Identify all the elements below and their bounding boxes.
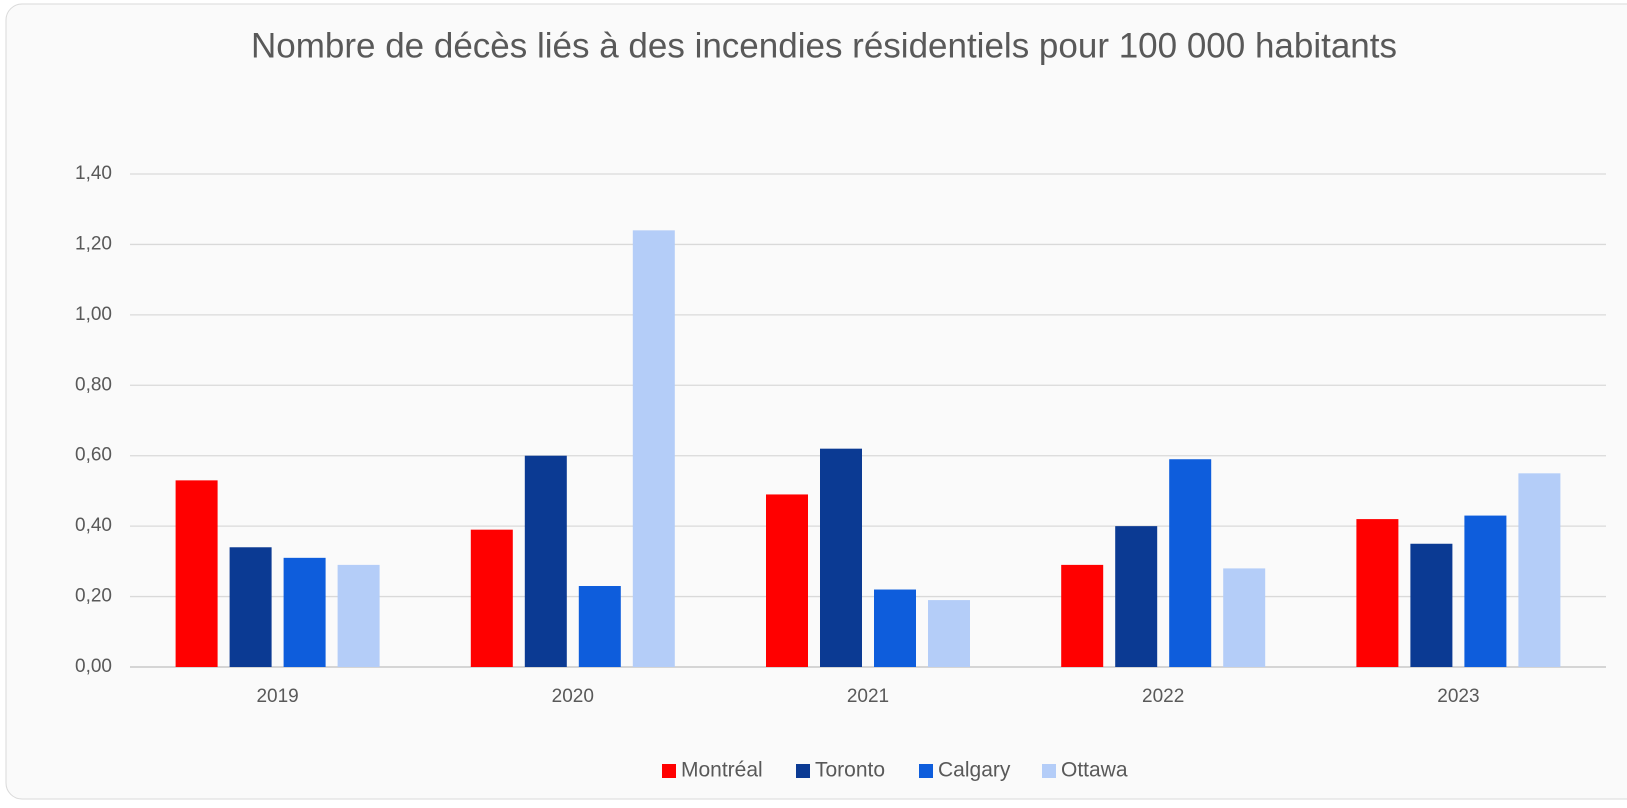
- y-tick-label: 0,00: [75, 656, 112, 677]
- bar: [1061, 564, 1104, 667]
- y-tick-label: 1,40: [75, 163, 112, 184]
- bar: [820, 448, 862, 667]
- bar: [524, 455, 567, 667]
- bar: [1518, 473, 1561, 667]
- bar: [632, 230, 675, 668]
- bar: [337, 564, 380, 667]
- y-tick-label: 0,80: [75, 374, 112, 395]
- bar: [470, 529, 513, 667]
- y-tick-label: 0,20: [75, 586, 112, 607]
- legend-label: Ottawa: [1061, 759, 1128, 782]
- legend-label: Calgary: [938, 759, 1011, 782]
- legend-label: Montréal: [681, 759, 763, 782]
- legend-label: Toronto: [815, 759, 885, 782]
- legend-swatch: [796, 764, 810, 778]
- bar: [1223, 568, 1266, 667]
- chart-frame: [5, 3, 1627, 800]
- bar: [283, 557, 326, 667]
- x-tick-label: 2021: [847, 686, 889, 707]
- legend-swatch: [1042, 764, 1056, 778]
- bar: [175, 480, 218, 667]
- y-tick-label: 0,40: [75, 515, 112, 536]
- bar: [578, 586, 621, 667]
- chart-title: Nombre de décès liés à des incendies rés…: [251, 26, 1397, 65]
- legend-swatch: [919, 764, 933, 778]
- bar: [766, 494, 808, 667]
- x-tick-label: 2022: [1142, 686, 1184, 707]
- bar: [1169, 459, 1212, 667]
- bar: [928, 600, 970, 667]
- x-tick-label: 2019: [256, 686, 298, 707]
- y-tick-label: 1,20: [75, 233, 112, 254]
- bar: [229, 547, 272, 667]
- legend-swatch: [662, 764, 676, 778]
- bar: [1115, 526, 1158, 667]
- y-tick-label: 1,00: [75, 304, 112, 325]
- x-tick-label: 2023: [1437, 686, 1479, 707]
- x-tick-label: 2020: [552, 686, 594, 707]
- y-tick-label: 0,60: [75, 445, 112, 466]
- bar: [874, 589, 916, 667]
- bar: [1464, 515, 1507, 667]
- bar: [1356, 519, 1399, 667]
- bar: [1410, 543, 1453, 667]
